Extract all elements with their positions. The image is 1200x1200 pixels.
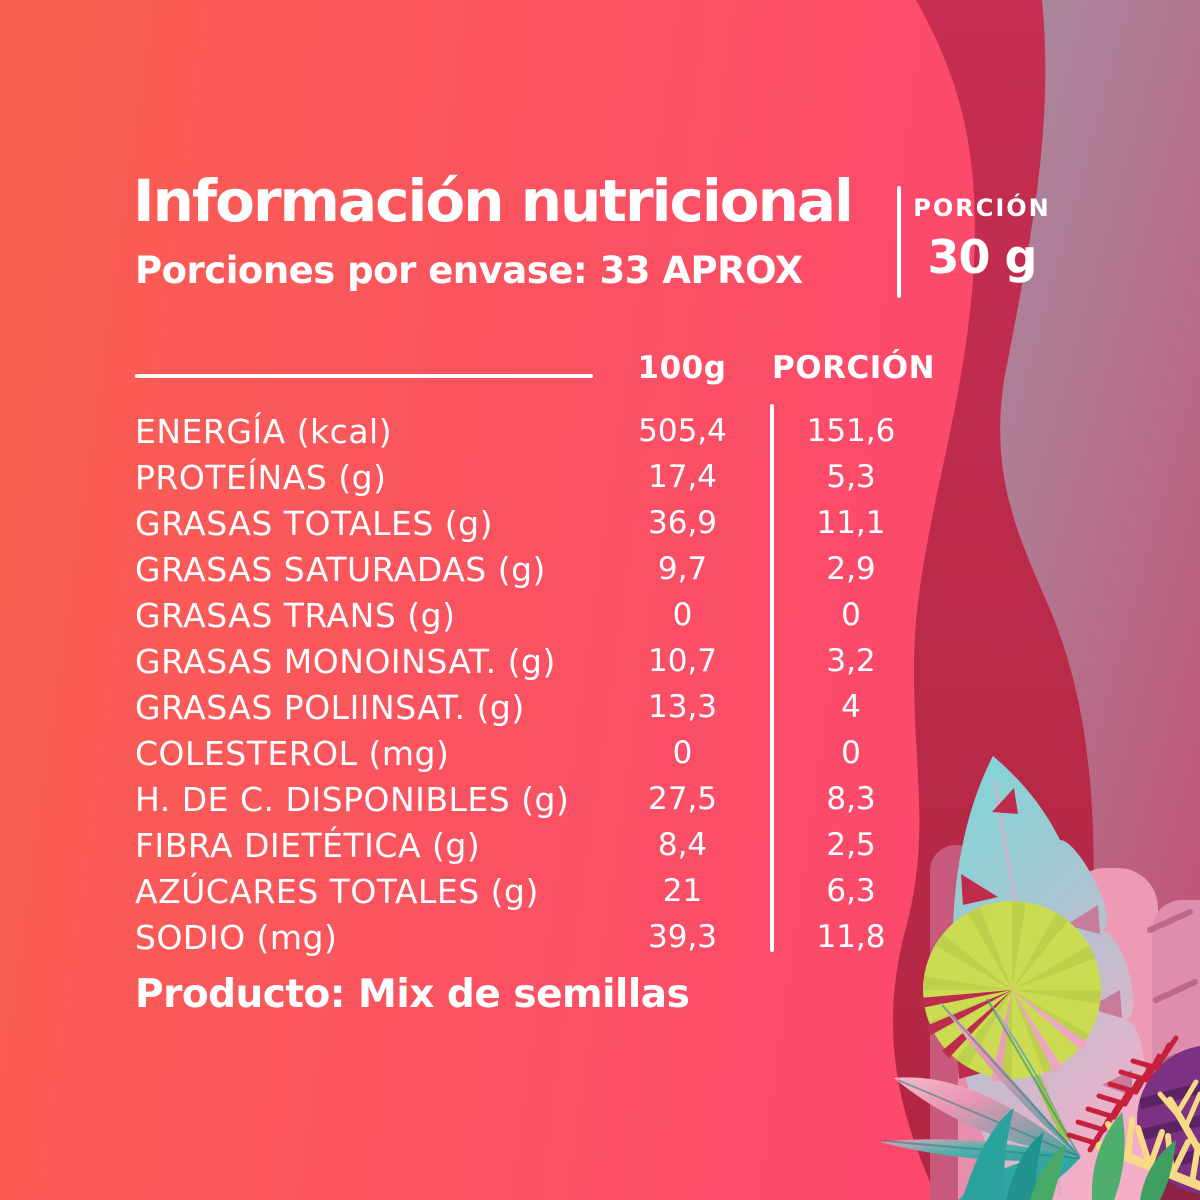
green-leaves — [1030, 1112, 1176, 1200]
value-100g: 17,4 — [647, 459, 718, 495]
value-100g: 21 — [662, 873, 703, 909]
value-100g: 8,4 — [657, 827, 708, 863]
value-portion: 8,3 — [826, 781, 876, 817]
value-portion: 151,6 — [806, 413, 896, 449]
table-row: GRASAS SATURADAS (g) 9,7 2,9 — [135, 547, 925, 591]
value-100g: 13,3 — [647, 689, 718, 725]
servings-per-package: Porciones por envase: 33 APROX — [135, 249, 803, 292]
table-row: GRASAS TRANS (g) 0 0 — [135, 593, 925, 637]
row-label: COLESTEROL (mg) — [135, 733, 450, 773]
table-row: GRASAS POLIINSAT. (g) 13,3 4 — [135, 685, 925, 729]
value-portion: 3,2 — [826, 643, 876, 679]
row-label: H. DE C. DISPONIBLES (g) — [135, 779, 570, 819]
col-header-porcion: PORCIÓN — [772, 350, 936, 386]
row-label: GRASAS POLIINSAT. (g) — [135, 687, 525, 727]
value-portion: 6,3 — [826, 873, 876, 909]
table-row: GRASAS TOTALES (g) 36,9 11,1 — [135, 501, 925, 545]
portion-block: PORCIÓN 30 g — [912, 194, 1052, 284]
value-100g: 0 — [672, 735, 693, 771]
value-portion: 0 — [841, 735, 861, 771]
row-label: GRASAS MONOINSAT. (g) — [135, 641, 556, 681]
table-row: FIBRA DIETÉTICA (g) 8,4 2,5 — [135, 823, 925, 867]
col-header-100g: 100g — [637, 350, 727, 386]
row-label: AZÚCARES TOTALES (g) — [135, 871, 539, 911]
table-row: GRASAS MONOINSAT. (g) 10,7 3,2 — [135, 639, 925, 683]
table-top-rule — [135, 374, 593, 378]
table-row: ENERGÍA (kcal) 505,4 151,6 — [135, 409, 925, 453]
value-100g: 505,4 — [638, 413, 727, 449]
value-100g: 27,5 — [647, 781, 718, 817]
fan-palm-leaf — [919, 901, 1101, 1142]
portion-label: PORCIÓN — [913, 194, 1051, 222]
value-100g: 39,3 — [647, 919, 718, 955]
value-100g: 9,7 — [657, 551, 708, 587]
row-label: GRASAS TRANS (g) — [135, 595, 456, 635]
table-row: PROTEÍNAS (g) 17,4 5,3 — [135, 455, 925, 499]
product-name: Producto: Mix de semillas — [135, 972, 690, 1017]
row-label: FIBRA DIETÉTICA (g) — [135, 825, 481, 865]
value-100g: 36,9 — [647, 505, 718, 541]
table-row: SODIO (mg) 39,3 11,8 — [135, 915, 925, 959]
value-portion: 0 — [841, 597, 861, 633]
yellow-branch — [1095, 1079, 1200, 1191]
column-divider — [770, 404, 774, 952]
row-label: GRASAS TOTALES (g) — [135, 503, 493, 543]
value-portion: 4 — [841, 689, 861, 725]
row-label: ENERGÍA (kcal) — [135, 411, 393, 451]
value-portion: 2,5 — [826, 827, 876, 863]
value-100g: 0 — [672, 597, 693, 633]
value-portion: 5,3 — [826, 459, 876, 495]
value-portion: 11,1 — [816, 505, 886, 541]
table-row: COLESTEROL (mg) 0 0 — [135, 731, 925, 775]
header-divider — [897, 186, 901, 298]
value-portion: 11,8 — [816, 919, 886, 955]
nutrition-table: ENERGÍA (kcal) 505,4 151,6 PROTEÍNAS (g)… — [135, 409, 925, 959]
row-label: PROTEÍNAS (g) — [135, 457, 387, 497]
teal-leaves — [962, 1108, 1044, 1200]
table-row: AZÚCARES TOTALES (g) 21 6,3 — [135, 869, 925, 913]
red-frond — [1066, 1035, 1179, 1153]
portion-value: 30 g — [927, 230, 1038, 284]
table-row: H. DE C. DISPONIBLES (g) 27,5 8,3 — [135, 777, 925, 821]
row-label: SODIO (mg) — [135, 917, 338, 957]
row-label: GRASAS SATURADAS (g) — [135, 549, 546, 589]
page-title: Información nutricional — [133, 167, 854, 235]
value-portion: 2,9 — [826, 551, 876, 587]
value-100g: 10,7 — [647, 643, 718, 679]
